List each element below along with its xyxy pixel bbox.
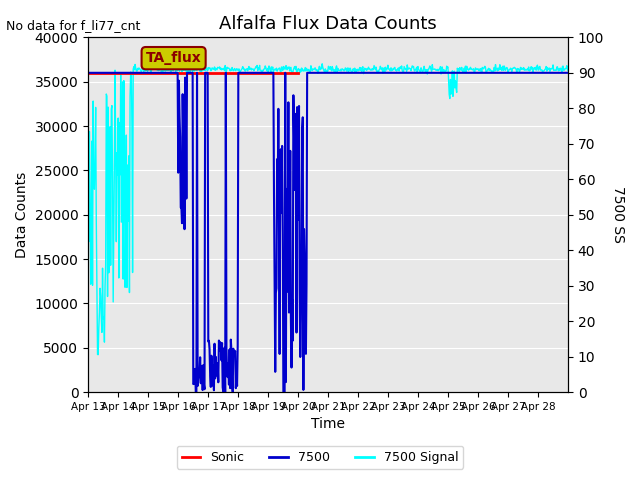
Y-axis label: 7500 SS: 7500 SS bbox=[611, 186, 625, 243]
X-axis label: Time: Time bbox=[311, 418, 345, 432]
Title: Alfalfa Flux Data Counts: Alfalfa Flux Data Counts bbox=[220, 15, 437, 33]
Y-axis label: Data Counts: Data Counts bbox=[15, 172, 29, 258]
Legend: Sonic, 7500, 7500 Signal: Sonic, 7500, 7500 Signal bbox=[177, 446, 463, 469]
Text: TA_flux: TA_flux bbox=[146, 51, 202, 65]
Text: No data for f_li77_cnt: No data for f_li77_cnt bbox=[6, 19, 141, 32]
